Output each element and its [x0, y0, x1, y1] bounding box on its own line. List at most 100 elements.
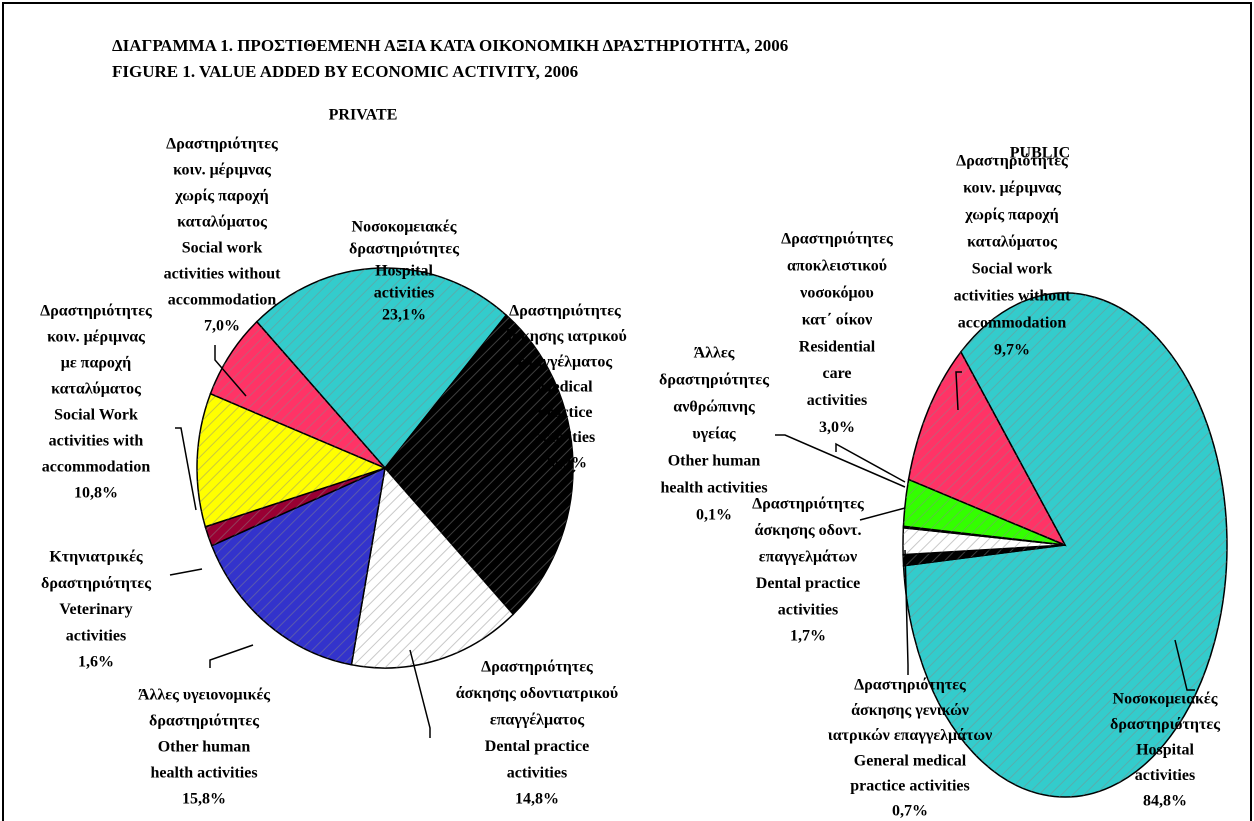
- slice-label: κοιν. μέριμνας: [963, 180, 1061, 197]
- slice-value-label: 0,1%: [696, 507, 732, 524]
- slice-value-label: 9,7%: [994, 342, 1030, 359]
- slice-label: activities without: [164, 266, 282, 283]
- slice-label: activities: [66, 627, 126, 644]
- slice-value-label: 10,8%: [74, 485, 118, 502]
- slice-pattern: [256, 267, 507, 468]
- slice-value-label: 0,7%: [892, 803, 928, 820]
- slice-label: νοσοκόμου: [799, 284, 874, 301]
- slice-label: κοιν. μέριμνας: [173, 162, 271, 179]
- slice-pattern: [210, 321, 385, 468]
- leader-line: [539, 469, 576, 511]
- title-line: ΔΙΑΓΡΑΜΜΑ 1. ΠΡΟΣΤΙΘΕΜΕΝΗ ΑΞΙΑ ΚΑΤΑ ΟΙΚΟ…: [112, 36, 788, 55]
- leader-line: [955, 371, 962, 411]
- slice-label: καταλύματος: [51, 381, 141, 398]
- slice-value-label: 14,8%: [515, 791, 559, 808]
- slice-pattern: [211, 468, 385, 665]
- slice-label: αποκλειστικού: [787, 258, 887, 275]
- slice-label: accommodation: [42, 459, 151, 476]
- leader-line: [214, 345, 247, 397]
- slice-label: accommodation: [958, 315, 1067, 332]
- leader-line: [1174, 639, 1195, 691]
- slice-label: Άλλες υγειονομικές: [138, 687, 270, 704]
- slice-label: activities: [507, 764, 567, 781]
- slice-label: ανθρώπινης: [673, 399, 755, 416]
- slice-label: επαγγελμάτων: [759, 548, 857, 565]
- slice-label: δραστηριότητες: [41, 575, 151, 592]
- slice-label: κατ΄ οίκον: [802, 311, 873, 328]
- slice-label: health activities: [660, 480, 767, 497]
- slice-label: Δραστηριότητες: [40, 303, 152, 320]
- slice-label: άσκησης οδοντιατρικού: [456, 685, 618, 702]
- slice-label: καταλύματος: [177, 214, 267, 231]
- slice-label: υγείας: [692, 426, 736, 443]
- slice-label: χωρίς παροχή: [964, 207, 1058, 224]
- slice-pattern: [351, 468, 514, 669]
- slice-pattern: [205, 468, 385, 546]
- slice-label: δραστηριότητες: [349, 241, 459, 258]
- slice-label: Δραστηριότητες: [509, 303, 621, 320]
- slice-label: activities: [535, 429, 595, 446]
- slice-label: activities: [374, 285, 434, 302]
- slice-label: με παροχή: [61, 355, 131, 372]
- slice-label: Άλλες: [694, 345, 735, 362]
- pie-title: PUBLIC: [1010, 145, 1070, 162]
- slice-label: Δραστηριότητες: [481, 659, 593, 676]
- slice-label: άσκησης οδοντ.: [755, 522, 862, 539]
- slice-label: Δραστηριότητες: [781, 231, 893, 248]
- slice-value-label: 1,7%: [790, 628, 826, 645]
- slice-value-label: 15,8%: [182, 791, 226, 808]
- slice-label: health activities: [150, 765, 257, 782]
- slice-pattern: [903, 545, 1065, 566]
- slice-value-label: 84,8%: [1143, 793, 1187, 810]
- slice-label: practice activities: [850, 777, 970, 794]
- slice-label: Social Work: [54, 407, 138, 424]
- leader-line: [209, 644, 254, 668]
- slice-label: Dental practice: [756, 575, 860, 592]
- slice-value-label: 7,0%: [204, 318, 240, 335]
- slice-label: Δραστηριότητες: [166, 136, 278, 153]
- slice-value-label: 26,9%: [543, 454, 587, 471]
- slice-label: activities: [778, 601, 838, 618]
- slice-label: Other human: [668, 453, 761, 470]
- slice-label: activities: [1135, 767, 1195, 784]
- slice-label: activities without: [954, 288, 1072, 305]
- slice-label: Social work: [182, 240, 263, 257]
- leader-line: [859, 507, 906, 521]
- pie-title: PRIVATE: [329, 107, 398, 124]
- slice-label: άσκησης γενικών: [851, 702, 969, 719]
- slice-label: activities with: [49, 433, 144, 450]
- slice-label: καταλύματος: [967, 234, 1057, 251]
- slice-label: Δραστηριότητες: [956, 153, 1068, 170]
- slice-label: επαγγέλματος: [490, 711, 585, 728]
- slice-label: Residential: [799, 338, 876, 355]
- slice-value-label: 23,1%: [382, 307, 426, 324]
- slice-label: δραστηριότητες: [659, 372, 769, 389]
- leader-line: [175, 427, 197, 511]
- slice-label: General medical: [854, 752, 967, 769]
- slice-label: care: [822, 365, 851, 382]
- slice-label: Social work: [972, 261, 1053, 278]
- leader-line: [775, 434, 906, 488]
- leader-line: [835, 442, 906, 483]
- slice-label: Veterinary: [59, 601, 132, 618]
- slice-label: κοιν. μέριμνας: [47, 329, 145, 346]
- slice-value-label: 1,6%: [78, 653, 114, 670]
- slice-label: Hospital: [1136, 742, 1194, 759]
- slice-label: Other human: [158, 739, 251, 756]
- slice-label: practice: [537, 404, 592, 421]
- slice-label: activities: [807, 392, 867, 409]
- slice-label: Νοσοκομειακές: [352, 219, 457, 236]
- slice-label: Δραστηριότητες: [752, 496, 864, 513]
- slice-label: Hospital: [375, 263, 433, 280]
- slice-pattern: [908, 351, 1065, 545]
- slice-pattern: [385, 315, 573, 615]
- title-line: FIGURE 1. VALUE ADDED BY ECONOMIC ACTIVI…: [112, 62, 578, 81]
- slice-pattern: [197, 393, 385, 527]
- slice-value-label: 3,0%: [819, 419, 855, 436]
- slice-label: Δραστηριότητες: [854, 677, 966, 694]
- slice-label: accommodation: [168, 292, 277, 309]
- slice-label: Κτηνιατρικές: [49, 549, 143, 566]
- slice-label: ιατρικών επαγγελμάτων: [828, 727, 992, 744]
